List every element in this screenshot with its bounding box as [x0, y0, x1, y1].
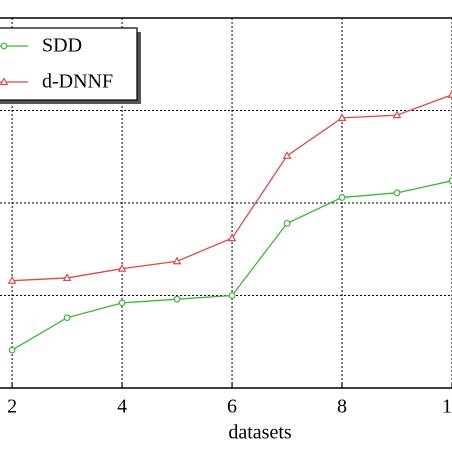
marker: [7, 275, 17, 284]
legend-box: [0, 27, 138, 101]
x-tick-label: 2: [7, 396, 17, 418]
marker: [8, 346, 16, 354]
marker: [63, 314, 71, 322]
x-tick-label: 8: [337, 396, 347, 418]
marker: [392, 110, 402, 119]
marker: [0, 42, 8, 50]
x-tick-label: 6: [227, 396, 237, 418]
marker: [228, 292, 236, 299]
marker: [117, 263, 127, 272]
x-tick-label: 10: [442, 396, 452, 418]
marker: [118, 299, 126, 307]
marker: [173, 295, 181, 303]
marker: [0, 77, 9, 86]
marker: [172, 256, 182, 265]
x-tick-label: 4: [117, 396, 127, 418]
marker: [62, 273, 72, 282]
marker: [227, 233, 237, 242]
marker: [337, 113, 347, 121]
x-axis-label: datasets: [228, 422, 292, 444]
marker: [448, 177, 452, 185]
marker: [393, 189, 401, 197]
legend-label: d-DNNF: [42, 71, 113, 93]
legend-label: SDD: [42, 35, 82, 57]
marker: [282, 151, 292, 159]
marker: [283, 219, 291, 227]
marker: [447, 90, 452, 98]
marker: [338, 194, 346, 201]
